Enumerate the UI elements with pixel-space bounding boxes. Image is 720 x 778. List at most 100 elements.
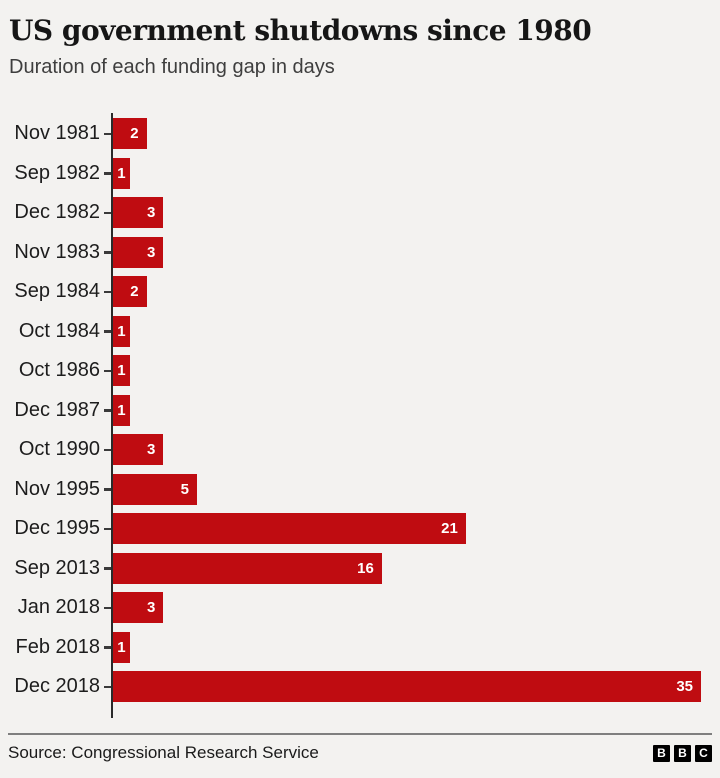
axis-tick-icon (104, 606, 111, 610)
chart-row: Jan 2018 3 (0, 588, 720, 628)
category-label: Oct 1990 (18, 438, 100, 461)
axis-tick-icon (104, 448, 111, 452)
chart-row: Oct 1990 3 (0, 430, 720, 470)
bar: 1 (113, 157, 130, 189)
chart-row: Nov 1983 3 (0, 233, 720, 273)
axis-tick-icon (104, 251, 111, 254)
bar: 35 (113, 671, 701, 703)
axis-tick-icon (104, 567, 111, 570)
chart-row: Sep 2013 16 (0, 549, 720, 589)
category-label: Dec 1987 (14, 398, 100, 421)
axis-tick-icon (104, 172, 111, 175)
bar-area: 21 (111, 509, 712, 549)
category-label: Sep 2013 (14, 556, 100, 579)
y-axis-line (111, 113, 113, 718)
axis-tick-icon (104, 409, 111, 412)
axis-tick-icon (104, 646, 111, 649)
bar-area: 35 (111, 667, 712, 707)
axis-tick-icon (104, 132, 111, 135)
bar-area: 5 (111, 470, 712, 510)
bar-area: 1 (111, 351, 712, 391)
bbc-logo-letter: B (674, 744, 691, 762)
bar: 1 (113, 631, 130, 663)
bar-area: 2 (111, 114, 712, 154)
axis-tick-icon (104, 211, 111, 215)
bar-area: 16 (111, 549, 712, 589)
chart-row: Feb 2018 1 (0, 628, 720, 668)
bar-area: 2 (111, 272, 712, 312)
category-label: Dec 1982 (14, 201, 100, 224)
category-label: Oct 1986 (18, 359, 100, 382)
bbc-logo-letter: B (653, 744, 670, 762)
bar: 3 (113, 592, 164, 624)
bar: 1 (113, 394, 130, 426)
bar-value-label: 21 (441, 520, 458, 538)
footer: Source: Congressional Research Service B… (8, 743, 712, 763)
bar: 2 (113, 118, 147, 150)
bar-area: 3 (111, 588, 712, 628)
bar-area: 3 (111, 193, 712, 233)
bar-area: 1 (111, 312, 712, 352)
bar: 5 (113, 473, 197, 505)
bar-value-label: 3 (147, 441, 156, 459)
bar-value-label: 1 (117, 401, 126, 419)
axis-tick-icon (104, 369, 111, 373)
category-label: Jan 2018 (17, 596, 100, 619)
bar-value-label: 3 (147, 204, 156, 222)
bar-value-label: 1 (117, 164, 126, 182)
chart-row: Dec 1982 3 (0, 193, 720, 233)
bar: 3 (113, 236, 164, 268)
chart-row: Sep 1984 2 (0, 272, 720, 312)
bar-area: 3 (111, 233, 712, 273)
bar: 21 (113, 513, 466, 545)
bar-value-label: 2 (130, 125, 139, 143)
chart-row: Dec 1987 1 (0, 391, 720, 431)
bar-value-label: 3 (147, 243, 156, 261)
bar-chart: Nov 1981 2 Sep 1982 1 Dec 1982 3 Nov 1983 3 Sep … (0, 113, 720, 718)
chart-row: Nov 1995 5 (0, 470, 720, 510)
bar-value-label: 1 (117, 362, 126, 380)
chart-row: Oct 1984 1 (0, 312, 720, 352)
bar: 16 (113, 552, 382, 584)
bar: 1 (113, 315, 130, 347)
bar-value-label: 16 (357, 559, 374, 577)
axis-tick-icon (104, 330, 111, 333)
category-label: Sep 1984 (14, 280, 100, 303)
bar-value-label: 2 (130, 283, 139, 301)
footer-divider (8, 733, 712, 735)
chart-header: US government shutdowns since 1980 Durat… (0, 0, 720, 80)
bar: 2 (113, 276, 147, 308)
bbc-logo: B B C (653, 744, 712, 762)
chart-row: Nov 1981 2 (0, 114, 720, 154)
category-label: Nov 1981 (14, 122, 100, 145)
bar: 3 (113, 197, 164, 229)
bar-area: 1 (111, 154, 712, 194)
axis-tick-icon (104, 527, 111, 531)
chart-subtitle: Duration of each funding gap in days (9, 56, 335, 78)
bar-value-label: 1 (117, 638, 126, 656)
bar: 1 (113, 355, 130, 387)
axis-tick-icon (104, 685, 111, 689)
category-label: Oct 1984 (18, 319, 100, 342)
bar-value-label: 3 (147, 599, 156, 617)
source-text: Source: Congressional Research Service (8, 743, 319, 762)
category-label: Nov 1983 (14, 240, 100, 263)
chart-rows: Nov 1981 2 Sep 1982 1 Dec 1982 3 Nov 1983 3 Sep … (0, 114, 720, 707)
bar-value-label: 5 (180, 480, 189, 498)
category-label: Nov 1995 (14, 477, 100, 500)
category-label: Dec 2018 (14, 675, 100, 698)
chart-row: Dec 2018 35 (0, 667, 720, 707)
axis-tick-icon (104, 488, 111, 491)
bar-area: 1 (111, 391, 712, 431)
chart-row: Sep 1982 1 (0, 154, 720, 194)
chart-title: US government shutdowns since 1980 (9, 14, 592, 47)
axis-tick-icon (104, 290, 111, 294)
bar-value-label: 1 (117, 322, 126, 340)
category-label: Sep 1982 (14, 161, 100, 184)
bar-value-label: 35 (676, 678, 693, 696)
category-label: Feb 2018 (15, 635, 100, 658)
chart-row: Dec 1995 21 (0, 509, 720, 549)
bar-area: 3 (111, 430, 712, 470)
category-label: Dec 1995 (14, 517, 100, 540)
